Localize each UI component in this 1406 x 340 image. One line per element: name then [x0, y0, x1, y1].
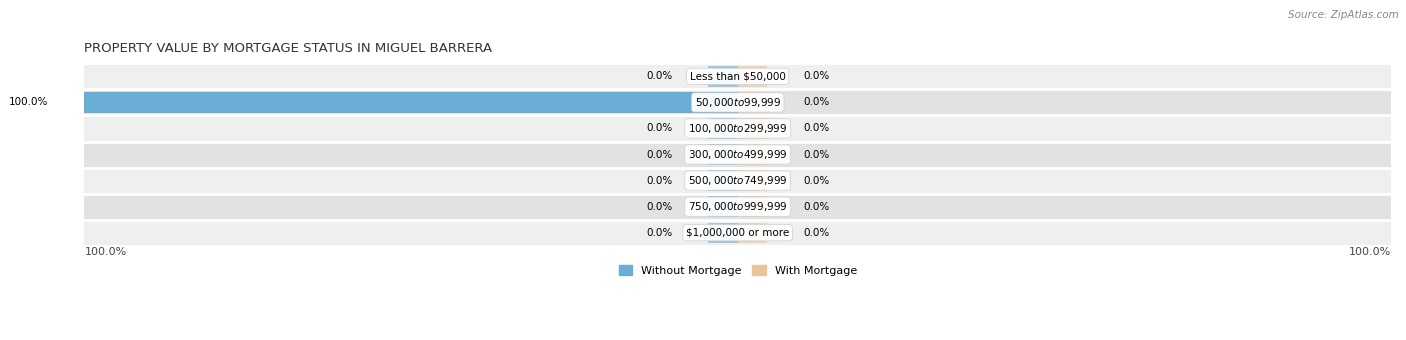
Text: 0.0%: 0.0%	[647, 202, 672, 212]
Text: $1,000,000 or more: $1,000,000 or more	[686, 228, 789, 238]
Bar	[738, 66, 768, 86]
Text: 0.0%: 0.0%	[647, 228, 672, 238]
Legend: Without Mortgage, With Mortgage: Without Mortgage, With Mortgage	[614, 261, 862, 280]
Bar	[709, 144, 738, 165]
Text: Source: ZipAtlas.com: Source: ZipAtlas.com	[1288, 10, 1399, 20]
Bar	[738, 197, 768, 217]
Text: 0.0%: 0.0%	[803, 228, 830, 238]
Text: 0.0%: 0.0%	[647, 150, 672, 159]
Bar	[738, 170, 768, 191]
Text: $500,000 to $749,999: $500,000 to $749,999	[688, 174, 787, 187]
Text: 100.0%: 100.0%	[1348, 247, 1391, 257]
Text: 0.0%: 0.0%	[803, 150, 830, 159]
Text: 0.0%: 0.0%	[647, 71, 672, 81]
Bar	[84, 63, 1391, 89]
Bar	[84, 220, 1391, 246]
Bar	[84, 89, 1391, 116]
Bar	[738, 118, 768, 139]
Text: Less than $50,000: Less than $50,000	[690, 71, 786, 81]
Text: $300,000 to $499,999: $300,000 to $499,999	[688, 148, 787, 161]
Bar	[709, 66, 738, 86]
Text: 0.0%: 0.0%	[803, 123, 830, 134]
Bar	[738, 92, 768, 113]
Text: 0.0%: 0.0%	[647, 123, 672, 134]
Text: 100.0%: 100.0%	[84, 247, 127, 257]
Bar	[84, 92, 738, 113]
Bar	[738, 144, 768, 165]
Text: $750,000 to $999,999: $750,000 to $999,999	[688, 200, 787, 213]
Bar	[84, 168, 1391, 194]
Text: 0.0%: 0.0%	[803, 97, 830, 107]
Bar	[709, 197, 738, 217]
Bar	[84, 194, 1391, 220]
Text: PROPERTY VALUE BY MORTGAGE STATUS IN MIGUEL BARRERA: PROPERTY VALUE BY MORTGAGE STATUS IN MIG…	[84, 42, 492, 55]
Bar	[709, 223, 738, 243]
Text: $100,000 to $299,999: $100,000 to $299,999	[688, 122, 787, 135]
Text: 0.0%: 0.0%	[803, 71, 830, 81]
Bar	[709, 118, 738, 139]
Bar	[709, 170, 738, 191]
Text: 0.0%: 0.0%	[803, 175, 830, 186]
Bar	[84, 141, 1391, 168]
Text: 0.0%: 0.0%	[803, 202, 830, 212]
Text: 0.0%: 0.0%	[647, 175, 672, 186]
Text: 100.0%: 100.0%	[8, 97, 48, 107]
Bar	[738, 223, 768, 243]
Text: $50,000 to $99,999: $50,000 to $99,999	[695, 96, 780, 109]
Bar	[84, 116, 1391, 141]
